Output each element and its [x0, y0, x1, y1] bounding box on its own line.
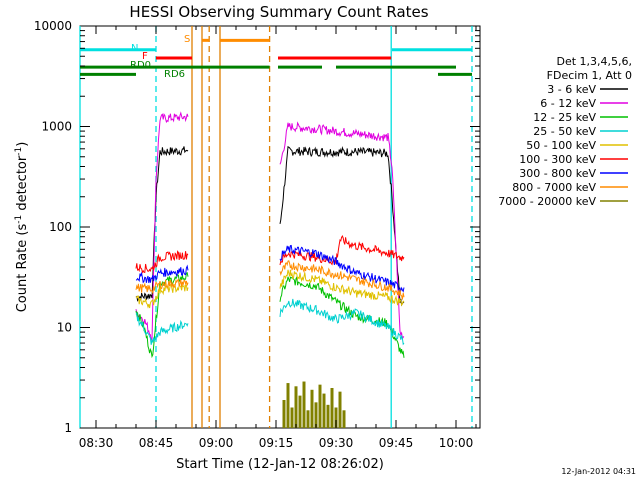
- legend-entry-label: 25 - 50 keV: [533, 125, 596, 138]
- x-axis: 08:30 08:45 09:00 09:15 09:30 09:45 10:00: [79, 26, 477, 450]
- series-line: [279, 244, 405, 293]
- series-line: [135, 111, 189, 342]
- x-tick-label: 09:15: [259, 436, 294, 450]
- y-tick-label: 1000: [41, 120, 72, 134]
- series-line: [279, 275, 405, 358]
- legend-entry-label: 800 - 7000 keV: [512, 181, 596, 194]
- y-tick-label: 100: [49, 220, 72, 234]
- y-tick-label: 10000: [34, 19, 72, 33]
- legend-entry-label: 50 - 100 keV: [526, 139, 596, 152]
- flag-label-rd6: RD6: [164, 69, 185, 80]
- series-line: [279, 235, 405, 266]
- x-tick-label: 09:45: [379, 436, 414, 450]
- legend-header-line1: Det 1,3,4,5,6,: [556, 55, 632, 68]
- x-tick-label: 09:00: [199, 436, 234, 450]
- legend: Det 1,3,4,5,6, FDecim 1, Att 0 3 - 6 keV…: [498, 55, 632, 208]
- legend-entry-label: 12 - 25 keV: [533, 111, 596, 124]
- flag-label-n: N: [131, 43, 138, 54]
- x-tick-label: 09:30: [319, 436, 354, 450]
- y-tick-label: 1: [64, 421, 72, 435]
- series-line: [135, 311, 189, 345]
- timestamp: 12-Jan-2012 04:31: [561, 467, 636, 476]
- series-line: [279, 298, 405, 346]
- series-group: [135, 111, 405, 428]
- legend-entry-label: 3 - 6 keV: [547, 83, 596, 96]
- series-line: [135, 250, 189, 274]
- flag-label-f: F: [142, 51, 148, 62]
- legend-entry-label: 7000 - 20000 keV: [498, 195, 596, 208]
- vertical-markers: [79, 26, 473, 428]
- legend-entry-label: 100 - 300 keV: [519, 153, 596, 166]
- series-line: [279, 121, 405, 340]
- x-tick-label: 10:00: [439, 436, 474, 450]
- y-axis-label: Count Rate (s-1 detector-1): [14, 142, 30, 313]
- series-line: [135, 264, 189, 284]
- legend-entry-label: 6 - 12 keV: [540, 97, 596, 110]
- series-line: [135, 272, 189, 359]
- legend-entry-label: 300 - 800 keV: [519, 167, 596, 180]
- flag-label-s: S: [184, 34, 190, 45]
- series-line: [279, 260, 405, 300]
- plot-frame: [79, 25, 481, 429]
- x-tick-label: 08:45: [139, 436, 174, 450]
- flag-label-rd0: RD0: [130, 60, 151, 71]
- series-line: [279, 269, 405, 307]
- x-axis-label: Start Time (12-Jan-12 08:26:02): [176, 457, 384, 472]
- chart-title: HESSI Observing Summary Count Rates: [129, 3, 428, 21]
- series-line: [279, 146, 405, 307]
- y-tick-label: 10: [57, 321, 72, 335]
- series-line: [135, 278, 189, 295]
- series-line: [135, 146, 189, 302]
- x-tick-label: 08:30: [79, 436, 114, 450]
- legend-header-line2: FDecim 1, Att 0: [547, 69, 632, 82]
- y-axis: 1 10 100 1000 10000: [34, 19, 480, 435]
